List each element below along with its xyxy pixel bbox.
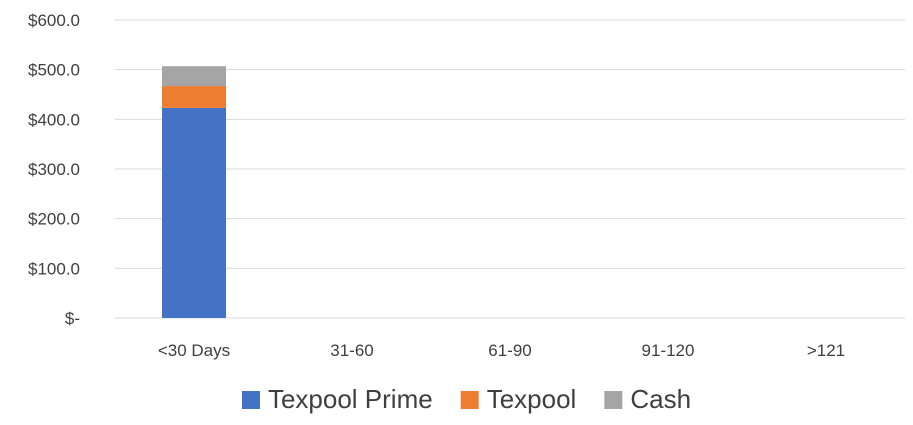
- bar-series: [162, 66, 226, 318]
- legend-label: Cash: [630, 384, 691, 414]
- gridlines: [115, 19, 905, 319]
- legend-item-cash: Cash: [604, 384, 691, 414]
- legend-swatch: [604, 391, 623, 409]
- y-tick-label: $300.0: [28, 160, 80, 179]
- legend-item-texpool: Texpool: [460, 384, 577, 414]
- y-tick-label: $200.0: [28, 210, 80, 229]
- legend-swatch: [241, 391, 260, 409]
- legend: Texpool Prime Texpool Cash: [241, 384, 691, 414]
- x-tick-label: >121: [807, 341, 845, 360]
- x-tick-label: 31-60: [330, 341, 373, 360]
- legend-swatch: [460, 391, 479, 409]
- bar-cash: [162, 66, 226, 87]
- x-tick-label: <30 Days: [158, 341, 230, 360]
- legend-item-texpool-prime: Texpool Prime: [241, 384, 433, 414]
- x-axis-tick-labels: <30 Days 31-60 61-90 91-120 >121: [158, 341, 845, 360]
- legend-label: Texpool: [487, 384, 577, 414]
- y-axis-tick-labels: $- $100.0 $200.0 $300.0 $400.0 $500.0 $600.0: [28, 11, 80, 328]
- y-tick-label: $600.0: [28, 11, 80, 30]
- x-tick-label: 61-90: [488, 341, 531, 360]
- y-tick-label: $500.0: [28, 61, 80, 80]
- y-tick-label: $-: [65, 309, 80, 328]
- y-tick-label: $100.0: [28, 259, 80, 278]
- x-tick-label: 91-120: [642, 341, 695, 360]
- bar-texpool: [162, 86, 226, 108]
- y-tick-label: $400.0: [28, 110, 80, 129]
- bar-texpool-prime: [162, 107, 226, 318]
- legend-label: Texpool Prime: [268, 384, 433, 414]
